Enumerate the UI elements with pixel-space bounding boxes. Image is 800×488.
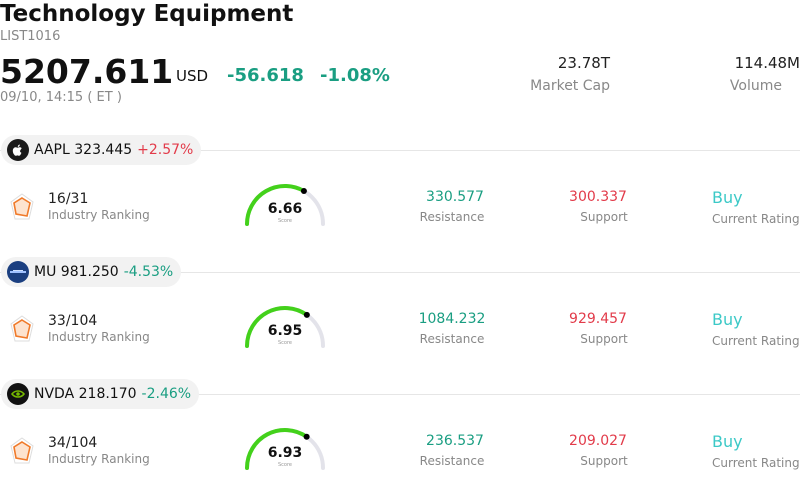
support-value: 300.337 [569, 189, 627, 205]
support-label: Support [580, 454, 628, 468]
price-change: -56.618 [227, 65, 304, 86]
volume-label: Volume [729, 78, 782, 94]
support-value: 929.457 [569, 311, 627, 327]
index-price: 5207.611 [0, 52, 174, 91]
ranking-radar-icon [10, 193, 34, 220]
ranking-radar-icon [10, 437, 34, 464]
stock-change: -4.53% [123, 264, 174, 280]
divider [0, 394, 800, 395]
micron-icon [7, 261, 29, 283]
score-gauge [245, 306, 325, 348]
stock-change: -2.46% [141, 386, 192, 402]
price-change-percent: -1.08% [320, 65, 390, 86]
stock-pill[interactable]: NVDA 218.170 -2.46% [1, 379, 200, 409]
resistance-value: 236.537 [426, 433, 484, 449]
resistance-value: 1084.232 [418, 311, 486, 327]
stock-price: 981.250 [60, 264, 119, 280]
currency-label: USD [176, 67, 209, 85]
stock-pill[interactable]: AAPL 323.445 +2.57% [1, 135, 202, 165]
rating-label: Current Rating [712, 334, 800, 348]
divider [0, 272, 800, 273]
rating-value[interactable]: Buy [712, 310, 743, 329]
index-code: LIST1016 [0, 29, 61, 44]
industry-rank-value: 33/104 [48, 313, 98, 329]
rating-label: Current Rating [712, 456, 800, 470]
score-label: Score [277, 462, 292, 468]
industry-rank-label: Industry Ranking [48, 452, 150, 466]
nvidia-icon [7, 383, 29, 405]
rating-label: Current Rating [712, 212, 800, 226]
resistance-label: Resistance [419, 210, 485, 224]
support-label: Support [580, 210, 628, 224]
ranking-radar-icon [10, 315, 34, 342]
rating-value[interactable]: Buy [712, 188, 743, 207]
timestamp: 09/10, 14:15 ( ET ) [0, 90, 122, 105]
stock-pill[interactable]: MU 981.250 -4.53% [1, 257, 182, 287]
resistance-value: 330.577 [426, 189, 484, 205]
industry-rank-label: Industry Ranking [48, 208, 150, 222]
industry-rank-value: 34/104 [48, 435, 98, 451]
industry-rank-value: 16/31 [48, 191, 89, 207]
stock-price: 218.170 [78, 386, 137, 402]
stock-symbol: AAPL [34, 142, 70, 158]
stock-symbol: NVDA [34, 386, 75, 402]
market-cap-label: Market Cap [530, 78, 610, 94]
stock-price: 323.445 [74, 142, 133, 158]
apple-icon [7, 139, 29, 161]
page-title: Technology Equipment [0, 1, 294, 27]
support-label: Support [580, 332, 628, 346]
market-cap-value: 23.78T [557, 54, 610, 72]
score-value: 6.95 [267, 323, 303, 339]
industry-rank-label: Industry Ranking [48, 330, 150, 344]
score-gauge [245, 184, 325, 226]
support-value: 209.027 [569, 433, 627, 449]
score-value: 6.66 [267, 201, 303, 217]
divider [0, 150, 800, 151]
rating-value[interactable]: Buy [712, 432, 743, 451]
score-label: Score [277, 340, 292, 346]
volume-value: 114.48M [734, 54, 800, 72]
stock-symbol: MU [34, 264, 57, 280]
stock-change: +2.57% [137, 142, 194, 158]
score-label: Score [277, 218, 292, 224]
resistance-label: Resistance [419, 332, 485, 346]
score-value: 6.93 [267, 445, 303, 461]
score-gauge [245, 428, 325, 470]
resistance-label: Resistance [419, 454, 485, 468]
